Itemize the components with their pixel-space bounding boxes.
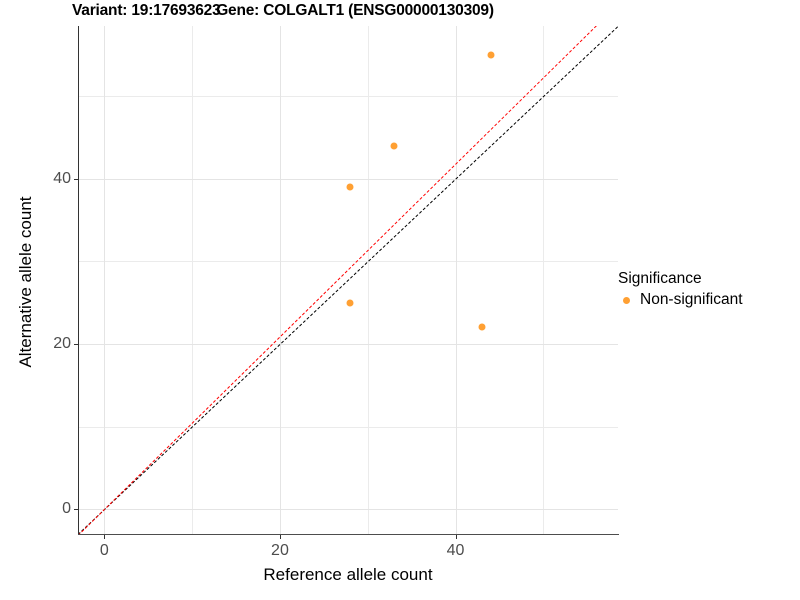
x-tick-mark-20 [279,535,281,539]
gridline-x-50 [543,26,545,534]
gridline-x-40 [455,26,457,534]
gridline-y-20 [78,344,618,346]
x-tick-label-20: 20 [271,542,289,559]
x-tick-mark-40 [455,535,457,539]
legend: Significance Non-significant [618,270,800,309]
data-point[interactable] [487,51,495,59]
y-tick-label-0: 0 [62,500,71,518]
x-tick-label-0: 0 [99,542,109,559]
reference-line-identity [78,26,618,534]
x-axis-line [78,534,619,535]
legend-item-label: Non-significant [640,291,743,308]
gridline-y-0 [78,509,618,511]
gene-title: Gene: COLGALT1 (ENSG00000130309) [216,2,494,19]
gridline-y-40 [78,178,618,180]
x-tick-mark-0 [104,535,106,539]
x-tick-label-40: 40 [446,542,465,559]
x-axis-title: Reference allele count [263,565,433,584]
gridline-y-30 [78,261,618,263]
y-tick-label-20: 20 [53,335,71,353]
y-axis-title: Alternative allele count [16,196,35,368]
plot-panel [78,26,618,534]
y-tick-mark-40 [74,178,78,180]
chart-title-row: Variant: 19:17693623 Gene: COLGALT1 (ENS… [0,0,620,26]
legend-title: Significance [618,270,702,287]
gridline-x-20 [279,26,281,534]
legend-point-icon [618,292,634,308]
data-point[interactable] [390,142,398,150]
gridline-y-50 [78,96,618,98]
gridline-y-10 [78,426,618,428]
legend-item-non-significant[interactable]: Non-significant [618,291,800,309]
y-axis-line [78,26,79,535]
data-point[interactable] [346,183,354,191]
y-tick-mark-0 [74,509,78,511]
gridline-x-30 [367,26,369,534]
legend-items: Non-significant [618,291,800,309]
gridline-x-10 [192,26,194,534]
y-tick-mark-20 [74,344,78,346]
variant-title: Variant: 19:17693623 [72,2,221,19]
gridline-x-0 [104,26,106,534]
data-point[interactable] [478,323,486,331]
data-point[interactable] [346,299,354,307]
y-tick-label-40: 40 [53,169,71,187]
